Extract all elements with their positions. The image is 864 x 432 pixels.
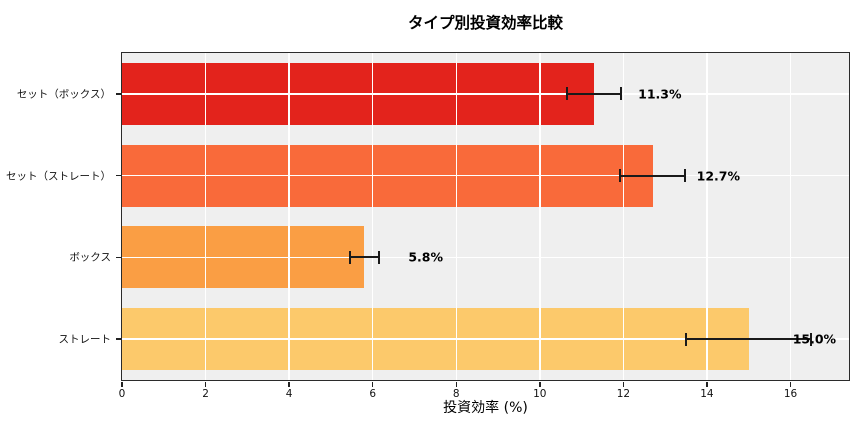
error-bar-cap-right xyxy=(620,87,623,101)
error-bar-cap-right xyxy=(377,250,380,264)
x-tick-mark xyxy=(455,382,457,387)
error-bar-cap-right xyxy=(684,169,687,183)
gridline-vertical xyxy=(204,53,207,380)
x-tick-mark xyxy=(204,382,207,387)
x-tick-label: 12 xyxy=(616,388,631,400)
gridline-vertical xyxy=(622,53,625,380)
error-bar-cap-left xyxy=(685,332,688,346)
y-tick-label: ストレート xyxy=(58,333,112,346)
x-tick-label: 16 xyxy=(783,388,798,400)
y-tick-label: ボックス xyxy=(69,251,111,264)
error-bar xyxy=(686,338,812,341)
x-tick-label: 4 xyxy=(285,388,293,400)
gridline-horizontal xyxy=(122,93,849,95)
x-tick-mark xyxy=(706,382,708,387)
x-tick-mark xyxy=(789,382,792,387)
error-bar-cap-left xyxy=(565,87,568,101)
gridline-vertical xyxy=(371,53,374,380)
y-tick-mark xyxy=(116,93,121,95)
x-tick-label: 2 xyxy=(202,388,209,400)
x-tick-label: 10 xyxy=(533,388,547,400)
gridline-vertical xyxy=(539,53,541,380)
error-bar xyxy=(349,256,379,259)
x-tick-label: 8 xyxy=(452,388,460,400)
x-tick-label: 6 xyxy=(369,388,377,400)
x-tick-mark xyxy=(539,382,541,387)
gridline-horizontal xyxy=(122,256,849,259)
gridline-vertical xyxy=(789,53,792,380)
y-tick-mark xyxy=(116,174,121,177)
error-bar-cap-right xyxy=(810,332,813,346)
x-tick-mark xyxy=(622,382,625,387)
value-label: 11.3% xyxy=(638,86,682,102)
error-bar-cap-left xyxy=(619,169,622,183)
x-tick-mark xyxy=(121,382,123,387)
y-tick-label: セット（ストレート） xyxy=(6,170,111,183)
x-tick-mark xyxy=(371,382,374,387)
value-label: 5.8% xyxy=(408,249,443,265)
error-bar xyxy=(620,174,686,177)
x-axis-label: 投資効率 (%) xyxy=(443,400,528,416)
chart-title: タイプ別投資効率比較 xyxy=(407,14,563,32)
gridline-vertical xyxy=(706,53,708,380)
y-tick-mark xyxy=(116,256,121,259)
y-tick-mark xyxy=(116,338,121,340)
error-bar-cap-left xyxy=(348,250,351,264)
gridline-vertical xyxy=(455,53,457,380)
gridline-horizontal xyxy=(122,338,849,340)
gridline-vertical xyxy=(288,53,290,380)
error-bar xyxy=(566,92,622,95)
x-tick-mark xyxy=(288,382,290,387)
value-label: 12.7% xyxy=(696,168,740,184)
plot-area xyxy=(121,52,850,381)
x-tick-label: 14 xyxy=(700,388,714,400)
value-label: 15.0% xyxy=(792,331,837,347)
gridline-horizontal xyxy=(122,174,849,177)
y-tick-label: セット（ボックス） xyxy=(16,88,111,101)
x-tick-label: 0 xyxy=(118,388,126,400)
